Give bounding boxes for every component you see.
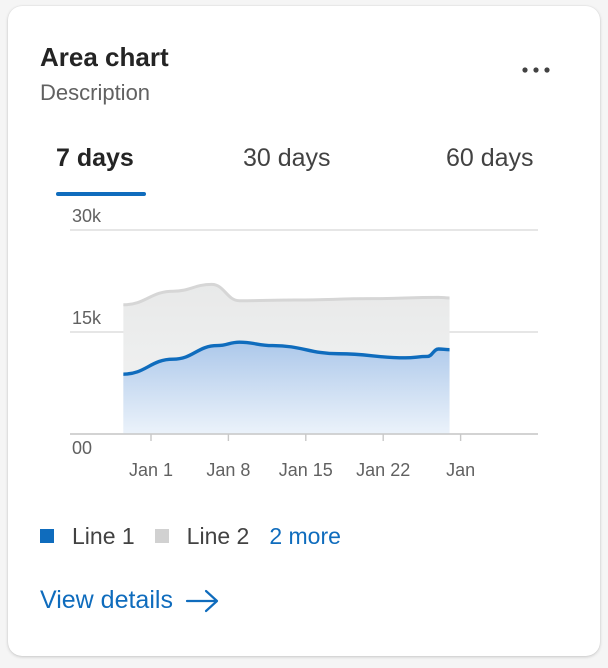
legend-swatch-line-2 [154, 529, 169, 543]
y-tick-label: 15k [72, 308, 102, 328]
card-description: Description [40, 80, 151, 105]
card-title: Area chart [40, 42, 169, 72]
x-tick-label: Jan 8 [206, 460, 250, 480]
arrow-right-icon [185, 589, 219, 612]
tab-30-days[interactable]: 30 days [243, 144, 331, 172]
more-horizontal-icon [522, 67, 550, 73]
legend-more-link[interactable]: 2 more [269, 522, 341, 549]
time-range-tabs: 7 days 30 days 60 days [8, 144, 600, 200]
tab-7-days[interactable]: 7 days [56, 144, 134, 172]
chart-legend: Line 1 Line 2 2 more [40, 521, 341, 551]
y-tick-label: 00 [72, 438, 92, 458]
view-details-link[interactable]: View details [40, 586, 221, 615]
series-line-line-2 [123, 282, 450, 307]
legend-label-line-2: Line 2 [186, 522, 250, 549]
area-chart-card: Area chart Description 7 days 30 days 60… [8, 6, 600, 656]
view-details-label: View details [40, 586, 173, 614]
y-tick-label: 30k [72, 206, 102, 226]
area-chart: 00 15k 30k Jan 1 Jan 8 Jan 15 Jan 22 Jan [70, 206, 538, 480]
active-tab-indicator [56, 192, 146, 196]
more-options-button[interactable] [514, 52, 558, 88]
legend-label-line-1: Line 1 [72, 522, 135, 549]
legend-item-line-2[interactable]: Line 2 [154, 522, 250, 550]
x-tick-label: Jan 1 [129, 460, 173, 480]
legend-item-line-1[interactable]: Line 1 [40, 523, 135, 550]
x-tick-label: Jan 15 [279, 460, 333, 480]
legend-swatch-line-1 [40, 529, 54, 543]
area-fill-line-1 [123, 342, 450, 434]
tab-60-days[interactable]: 60 days [446, 144, 534, 172]
series-line-line-1 [123, 340, 450, 376]
x-tick-label: Jan [446, 460, 475, 480]
x-tick-label: Jan 22 [356, 460, 410, 480]
